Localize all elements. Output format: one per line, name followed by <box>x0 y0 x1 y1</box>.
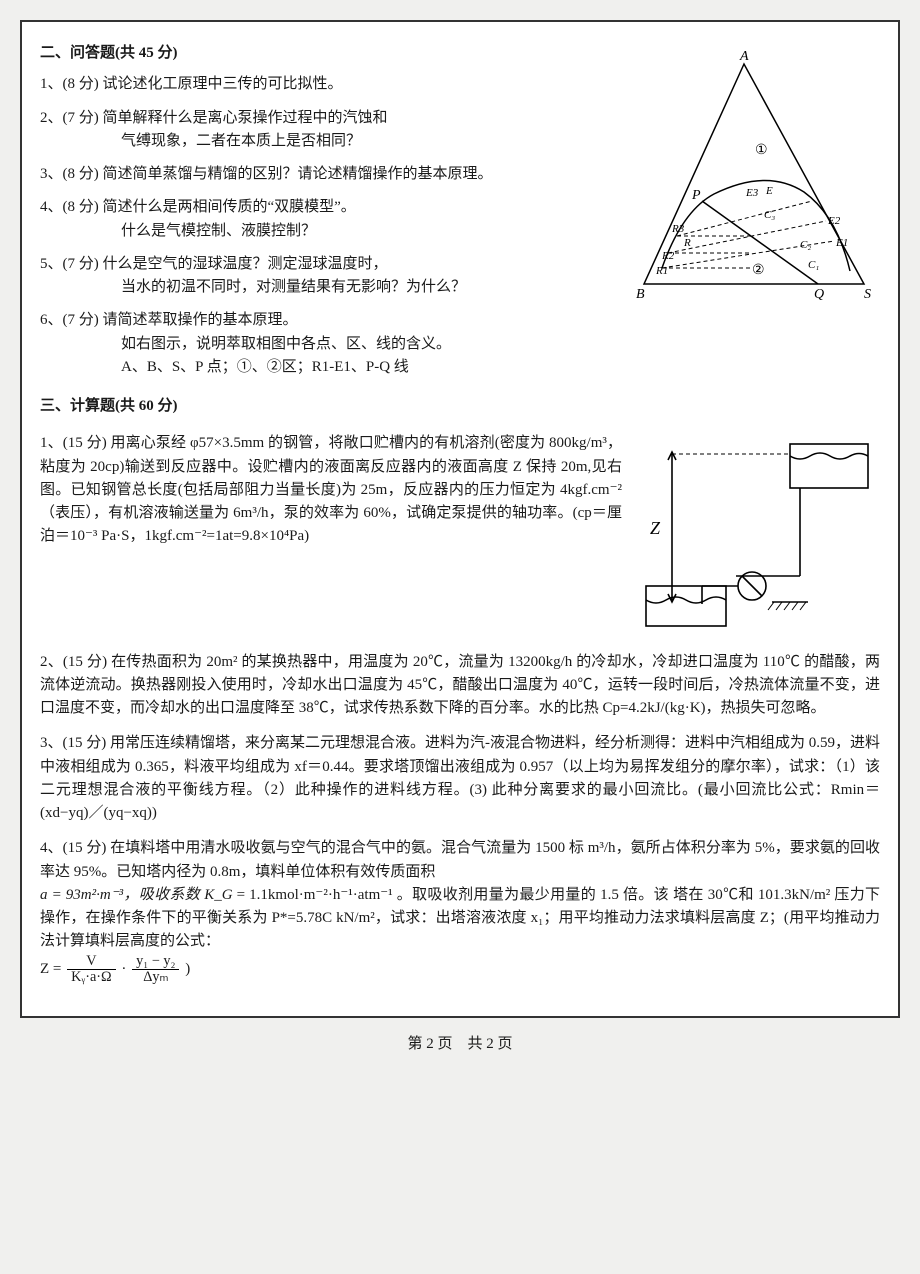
q2-6: 6、(7 分) 请简述萃取操作的基本原理。 如右图示，说明萃取相图中各点、区、线… <box>40 309 622 379</box>
lbl-zone1: ① <box>755 143 768 158</box>
q2-2: 2、(7 分) 简单解释什么是离心泵操作过程中的汽蚀和 气缚现象，二者在本质上是… <box>40 107 622 154</box>
lbl-R: R <box>683 237 691 249</box>
lbl-C1: C₁ <box>808 259 819 271</box>
z-eq-left: Z = <box>40 961 61 977</box>
lbl-R3: R3 <box>671 223 685 235</box>
kg-label: K_G <box>204 887 232 903</box>
q2-3: 3、(8 分) 简述简单蒸馏与精馏的区别？请论述精馏操作的基本原理。 <box>40 163 622 186</box>
section-2-title: 二、问答题(共 45 分) <box>40 42 622 65</box>
z-frac1: V Kᵧ·a·Ω <box>67 954 115 986</box>
q2-6-text: 6、(7 分) 请简述萃取操作的基本原理。 <box>40 309 622 332</box>
lbl-Q: Q <box>814 287 824 302</box>
exam-page: 二、问答题(共 45 分) 1、(8 分) 试论述化工原理中三传的可比拟性。 2… <box>20 20 900 1018</box>
lbl-E: E <box>765 185 773 197</box>
lbl-A: A <box>739 49 749 64</box>
pump-diagram-wrap: Z <box>632 426 880 644</box>
section-2-row: 二、问答题(共 45 分) 1、(8 分) 试论述化工原理中三传的可比拟性。 2… <box>40 36 880 389</box>
lbl-E3: E3 <box>745 187 759 199</box>
section-2-text: 二、问答题(共 45 分) 1、(8 分) 试论述化工原理中三传的可比拟性。 2… <box>40 36 622 389</box>
q3-1-text: 1、(15 分) 用离心泵经 φ57×3.5mm 的钢管，将敞口贮槽内的有机溶剂… <box>40 432 622 632</box>
q3-4-eq: Z = V Kᵧ·a·Ω · y₁ − y₂ Δyₘ ) <box>40 961 190 977</box>
z-dot: · <box>121 961 126 977</box>
lbl-B: B <box>636 287 645 302</box>
kg-val: = 1.1kmol·m⁻²·h⁻¹·atm⁻¹ <box>237 887 393 903</box>
q2-4: 4、(8 分) 简述什么是两相间传质的“双膜模型”。 什么是气模控制、液膜控制？ <box>40 196 622 243</box>
lbl-E1: E1 <box>835 237 848 249</box>
q2-4-text: 4、(8 分) 简述什么是两相间传质的“双膜模型”。 <box>40 196 622 219</box>
lbl-R2: R2 <box>661 250 675 262</box>
lbl-C2: C₂ <box>800 239 811 251</box>
q2-6-sub2: A、B、S、P 点；①、②区；R1-E1、P-Q 线 <box>40 356 622 379</box>
q3-4: 4、(15 分) 在填料塔中用清水吸收氨与空气的混合气中的氨。混合气流量为 15… <box>40 837 880 986</box>
triangle-diagram-wrap: A B S Q P ① ② E1 E2 E3 E R3 R R2 R1 <box>632 36 880 389</box>
lbl-S: S <box>864 287 871 302</box>
lbl-zone2: ② <box>752 263 765 278</box>
z-frac2: y₁ − y₂ Δyₘ <box>132 954 179 986</box>
q3-4-pre: 4、(15 分) 在填料塔中用清水吸收氨与空气的混合气中的氨。混合气流量为 15… <box>40 840 880 879</box>
q2-1-text: 1、(8 分) 试论述化工原理中三传的可比拟性。 <box>40 73 622 96</box>
lbl-E2: E2 <box>827 215 841 227</box>
q2-6-sub1: 如右图示，说明萃取相图中各点、区、线的含义。 <box>40 333 622 356</box>
q2-3-text: 3、(8 分) 简述简单蒸馏与精馏的区别？请论述精馏操作的基本原理。 <box>40 163 622 186</box>
lbl-P: P <box>691 188 701 203</box>
q2-5: 5、(7 分) 什么是空气的湿球温度？测定湿球温度时， 当水的初温不同时，对测量… <box>40 253 622 300</box>
q3-4-a: a = 93m²·m⁻³，吸收系数 K_G = 1.1kmol·m⁻²·h⁻¹·… <box>40 887 673 903</box>
triangle-diagram: A B S Q P ① ② E1 E2 E3 E R3 R R2 R1 <box>632 46 880 306</box>
q2-1: 1、(8 分) 试论述化工原理中三传的可比拟性。 <box>40 73 622 96</box>
q2-2-sub: 气缚现象，二者在本质上是否相同？ <box>40 130 622 153</box>
section-3-title: 三、计算题(共 60 分) <box>40 395 880 418</box>
pump-diagram: Z <box>632 426 880 636</box>
lbl-R1: R1 <box>655 265 668 277</box>
q3-1-row: 1、(15 分) 用离心泵经 φ57×3.5mm 的钢管，将敞口贮槽内的有机溶剂… <box>40 426 880 644</box>
lbl-C3: C₃ <box>764 209 775 221</box>
z-den1: Kᵧ·a·Ω <box>67 970 115 986</box>
z-num2: y₁ − y₂ <box>132 954 179 971</box>
z-num1: V <box>67 954 115 971</box>
q3-4-b: 。取吸收剂用量为最少用量的 1.5 倍。该 <box>397 887 669 903</box>
q2-5-sub: 当水的初温不同时，对测量结果有无影响？为什么？ <box>40 276 622 299</box>
q2-2-text: 2、(7 分) 简单解释什么是离心泵操作过程中的汽蚀和 <box>40 107 622 130</box>
q3-4-a-a: a = 93m²·m⁻³，吸收系数 <box>40 887 200 903</box>
q3-3-text: 3、(15 分) 用常压连续精馏塔，来分离某二元理想混合液。进料为汽-液混合物进… <box>40 732 880 825</box>
page-footer: 第 2 页 共 2 页 <box>20 1032 900 1053</box>
z-close: ) <box>185 961 190 977</box>
q2-4-sub: 什么是气模控制、液膜控制？ <box>40 220 622 243</box>
z-den2: Δyₘ <box>132 970 179 986</box>
q2-5-text: 5、(7 分) 什么是空气的湿球温度？测定湿球温度时， <box>40 253 622 276</box>
lbl-Z: Z <box>650 518 661 538</box>
q3-2-text: 2、(15 分) 在传热面积为 20m² 的某换热器中，用温度为 20℃，流量为… <box>40 651 880 721</box>
